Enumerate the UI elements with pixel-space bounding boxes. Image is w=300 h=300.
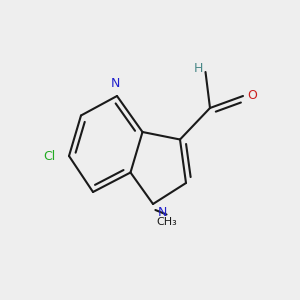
Text: N: N <box>111 77 120 90</box>
Text: H: H <box>193 62 203 75</box>
Text: Cl: Cl <box>44 149 56 163</box>
Text: N: N <box>157 206 167 220</box>
Text: O: O <box>248 89 257 103</box>
Text: CH₃: CH₃ <box>156 217 177 227</box>
